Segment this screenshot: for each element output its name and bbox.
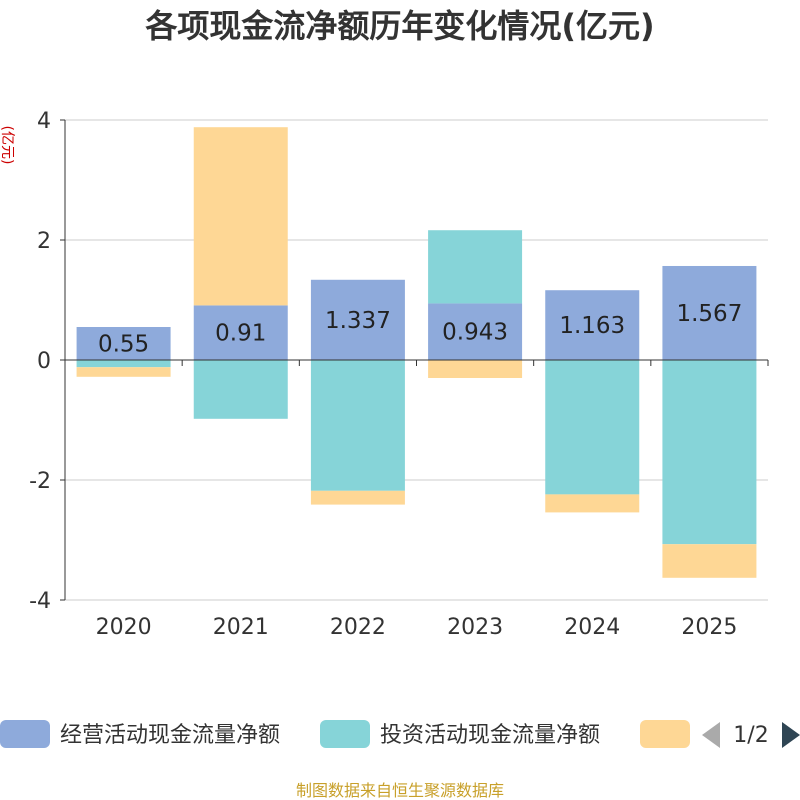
y-tick-label: -4 xyxy=(29,589,51,614)
data-source-note: 制图数据来自恒生聚源数据库 xyxy=(296,781,504,800)
x-tick-label: 2020 xyxy=(96,615,152,640)
bar-series-2 xyxy=(310,490,405,505)
bar-series-0 xyxy=(662,265,757,360)
legend-prev-icon[interactable] xyxy=(702,722,720,748)
bar-series-2 xyxy=(428,360,523,378)
legend-label[interactable]: 经营活动现金流量净额 xyxy=(60,723,280,748)
axes: 4 2 0 -2 -4 2020 2021 2022 2023 2024 2025 xyxy=(29,109,769,640)
bar-value-label: 0.91 xyxy=(215,321,266,347)
bar-series-1 xyxy=(310,360,405,491)
bar-series-2 xyxy=(662,544,757,578)
bar-series-1 xyxy=(193,360,288,419)
bar-series-1 xyxy=(428,230,523,304)
y-tick-label: 2 xyxy=(37,229,51,254)
legend-pager: 1/2 xyxy=(702,722,800,748)
bar-series-1 xyxy=(76,360,171,368)
legend-swatch[interactable] xyxy=(320,720,370,748)
x-tick-label: 2025 xyxy=(681,615,737,640)
bar-series-2 xyxy=(193,127,288,306)
bar-value-label: 1.337 xyxy=(325,308,391,334)
bar-labels: 0.55 0.91 1.337 0.943 1.163 1.567 xyxy=(98,301,742,358)
bars xyxy=(76,127,757,578)
y-tick-label: 0 xyxy=(37,349,51,374)
bar-value-label: 0.55 xyxy=(98,332,149,358)
legend-swatch[interactable] xyxy=(0,720,50,748)
bar-series-2 xyxy=(76,367,171,377)
y-tick-label: -2 xyxy=(29,469,51,494)
bar-series-0 xyxy=(193,305,288,360)
legend-swatch[interactable] xyxy=(640,720,690,748)
bar-series-0 xyxy=(310,279,405,360)
x-tick-label: 2022 xyxy=(330,615,386,640)
y-axis-unit-label: (亿元) xyxy=(0,126,15,165)
bar-series-0 xyxy=(545,290,640,360)
bar-value-label: 0.943 xyxy=(442,320,508,346)
legend-label[interactable]: 投资活动现金流量净额 xyxy=(380,723,600,748)
legend: 经营活动现金流量净额 投资活动现金流量净额 xyxy=(0,720,690,748)
bar-value-label: 1.567 xyxy=(676,301,742,327)
grid-lines xyxy=(65,119,768,601)
bar-series-0 xyxy=(76,327,171,360)
x-tick-label: 2024 xyxy=(564,615,620,640)
bar-series-0 xyxy=(428,303,523,360)
legend-page-indicator: 1/2 xyxy=(733,723,768,748)
bar-series-1 xyxy=(545,360,640,495)
chart-title: 各项现金流净额历年变化情况(亿元) xyxy=(145,7,654,45)
bar-value-label: 1.163 xyxy=(559,313,625,339)
legend-next-icon[interactable] xyxy=(782,722,800,748)
y-tick-label: 4 xyxy=(37,109,51,134)
x-tick-label: 2023 xyxy=(447,615,503,640)
bar-series-1 xyxy=(662,360,757,545)
bar-series-2 xyxy=(545,494,640,513)
x-tick-label: 2021 xyxy=(213,615,269,640)
